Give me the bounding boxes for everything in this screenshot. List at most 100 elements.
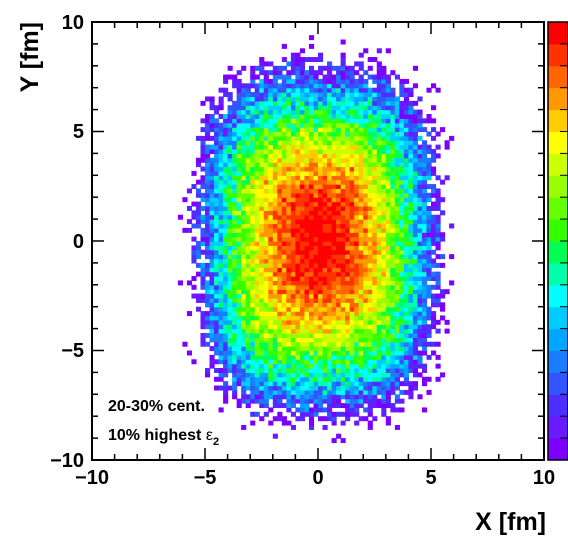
heatmap-cell [336, 166, 342, 172]
heatmap-cell [331, 92, 337, 98]
heatmap-cell [299, 271, 306, 277]
heatmap-cell [205, 245, 211, 251]
heatmap-cell [313, 131, 319, 137]
heatmap-cell [336, 363, 342, 369]
heatmap-cell [308, 381, 315, 387]
heatmap-cell [205, 192, 211, 198]
heatmap-cell [272, 376, 278, 382]
heatmap-cell [345, 346, 351, 352]
heatmap-cell [336, 96, 342, 102]
heatmap-cell [290, 258, 296, 264]
heatmap-cell [286, 368, 292, 373]
heatmap-cell [218, 96, 224, 102]
heatmap-cell [412, 262, 419, 268]
heatmap-cell [250, 363, 256, 369]
heatmap-cell [372, 188, 378, 194]
heatmap-cell [354, 280, 360, 286]
heatmap-cell [250, 350, 256, 356]
heatmap-cell [340, 192, 346, 198]
heatmap-cell [431, 236, 437, 242]
heatmap-cell [381, 276, 387, 282]
heatmap-cell [367, 166, 373, 172]
heatmap-cell [304, 170, 310, 176]
heatmap-cell [322, 127, 328, 133]
heatmap-cell [403, 92, 409, 98]
heatmap-cell [376, 149, 382, 154]
heatmap-cell [440, 127, 446, 133]
heatmap-cell [272, 249, 278, 255]
heatmap-cell [268, 363, 274, 369]
heatmap-cell [408, 381, 414, 387]
heatmap-cell [241, 197, 247, 203]
heatmap-cell [412, 293, 419, 299]
heatmap-cell [349, 232, 355, 238]
heatmap-cell [426, 354, 432, 360]
heatmap-cell [281, 170, 287, 176]
heatmap-cell [268, 389, 274, 395]
heatmap-cell [191, 223, 197, 229]
heatmap-cell [336, 398, 342, 404]
heatmap-cell [358, 232, 364, 238]
heatmap-cell [349, 284, 355, 290]
color-scale-swatch [548, 153, 568, 176]
heatmap-cell [345, 416, 351, 422]
heatmap-cell [331, 311, 337, 317]
heatmap-cell [399, 192, 405, 198]
heatmap-cell [205, 311, 211, 317]
heatmap-cell [363, 192, 369, 198]
heatmap-cell [449, 135, 455, 141]
heatmap-cell [394, 311, 400, 317]
heatmap-cell [340, 179, 346, 185]
heatmap-cell [322, 359, 328, 365]
heatmap-cell [367, 284, 373, 290]
heatmap-cell [390, 70, 396, 76]
heatmap-cell [322, 223, 328, 229]
heatmap-cell [205, 241, 211, 246]
heatmap-cell [394, 289, 400, 295]
color-scale-swatch [548, 43, 568, 67]
heatmap-cell [223, 144, 229, 150]
heatmap-cell [336, 78, 342, 84]
heatmap-cell [200, 127, 206, 133]
heatmap-cell [385, 100, 391, 106]
heatmap-cell [354, 153, 360, 159]
heatmap-cell [372, 74, 378, 80]
heatmap-cell [250, 389, 256, 395]
heatmap-cell [349, 74, 355, 80]
heatmap-cell [322, 210, 328, 216]
heatmap-cell [399, 389, 405, 395]
heatmap-cell [331, 372, 337, 378]
heatmap-cell [313, 83, 319, 89]
heatmap-cell [363, 293, 369, 299]
heatmap-cell [403, 105, 409, 111]
heatmap-cell [331, 192, 337, 198]
heatmap-cell [263, 92, 269, 98]
heatmap-cell [259, 324, 265, 330]
heatmap-cell [331, 74, 337, 80]
heatmap-cell [299, 245, 306, 251]
heatmap-cell [268, 297, 274, 303]
heatmap-cell [390, 157, 396, 163]
heatmap-cell [426, 306, 432, 312]
heatmap-cell [345, 109, 351, 115]
heatmap-cell [385, 276, 391, 282]
heatmap-cell [281, 131, 287, 137]
heatmap-cell [412, 149, 419, 154]
heatmap-cell [417, 341, 423, 347]
heatmap-cell [241, 144, 247, 150]
heatmap-cell [372, 197, 378, 203]
heatmap-cell [218, 197, 224, 203]
heatmap-cell [245, 354, 251, 360]
heatmap-cell [322, 241, 328, 246]
heatmap-cell [399, 113, 405, 119]
color-scale-swatch [548, 416, 568, 439]
heatmap-cell [268, 315, 274, 321]
heatmap-cell [381, 122, 387, 128]
heatmap-cell [399, 359, 405, 365]
heatmap-cell [290, 188, 296, 194]
heatmap-cell [417, 162, 423, 168]
heatmap-cell [250, 70, 256, 76]
heatmap-cell [254, 350, 260, 356]
heatmap-cell [263, 311, 269, 317]
heatmap-cell [421, 149, 428, 154]
